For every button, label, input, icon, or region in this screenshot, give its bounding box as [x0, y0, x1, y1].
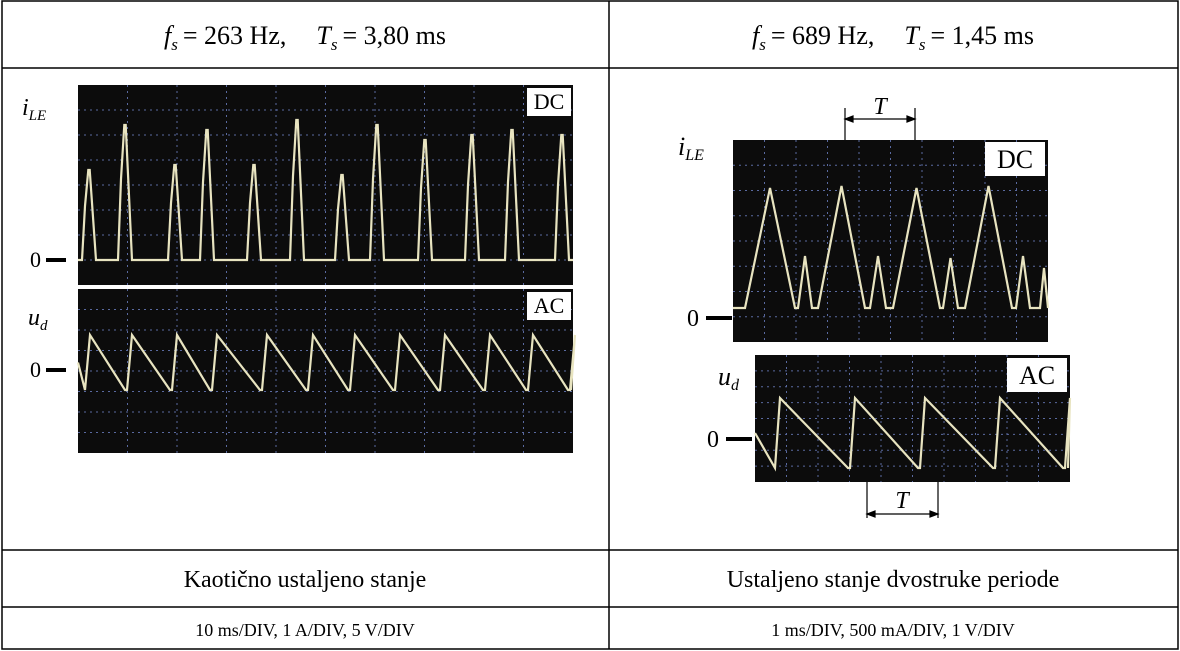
axis-label: ud: [28, 305, 48, 334]
axis-label: iLE: [678, 132, 704, 164]
label-box: [985, 142, 1045, 176]
coupling-label: DC: [997, 145, 1033, 174]
zero-label: 0: [707, 427, 719, 453]
state-label: Kaotično ustaljeno stanje: [184, 567, 427, 593]
zero-label: 0: [687, 306, 699, 332]
value: = 263 Hz,: [183, 21, 286, 50]
zero-marker: [46, 258, 66, 262]
label-box: [527, 88, 571, 116]
symbol: f: [164, 21, 175, 50]
scale-label: 1 ms/DIV, 500 mA/DIV, 1 V/DIV: [771, 620, 1015, 640]
zero-marker: [706, 316, 732, 320]
coupling-label: AC: [1019, 361, 1055, 390]
symbol: T: [904, 21, 920, 50]
header-cell: fs = 263 Hz, Ts = 3,80 ms: [164, 21, 446, 54]
coupling-label: AC: [534, 293, 565, 318]
header-cell: fs = 689 Hz, Ts = 1,45 ms: [752, 21, 1034, 54]
zero-label: 0: [30, 357, 41, 382]
zero-marker: [726, 437, 752, 441]
scale-label: 10 ms/DIV, 1 A/DIV, 5 V/DIV: [195, 620, 415, 640]
symbol: u: [718, 362, 731, 391]
subscript: LE: [684, 147, 704, 164]
symbol: f: [752, 21, 763, 50]
value: = 3,80 ms: [342, 21, 446, 50]
symbol: i: [22, 95, 29, 121]
symbol: u: [28, 305, 40, 331]
coupling-label: DC: [534, 89, 565, 114]
symbol: T: [316, 21, 332, 50]
subscript: LE: [28, 108, 47, 124]
trace: [78, 118, 573, 262]
period-label: T: [873, 94, 888, 120]
subscript: s: [331, 35, 338, 54]
symbol: i: [678, 132, 685, 161]
label-box: [1007, 358, 1067, 392]
label-box: [527, 292, 571, 320]
subscript: d: [40, 318, 48, 334]
subscript: d: [731, 377, 740, 394]
period-marker: [843, 108, 940, 518]
axis-label: ud: [718, 362, 740, 394]
value: = 1,45 ms: [930, 21, 1034, 50]
state-label: Ustaljeno stanje dvostruke periode: [727, 567, 1060, 593]
zero-label: 0: [30, 247, 41, 272]
trace: [733, 185, 1050, 310]
period-label: T: [895, 488, 910, 514]
subscript: s: [759, 35, 766, 54]
subscript: s: [919, 35, 926, 54]
trace: [754, 395, 1072, 472]
zero-marker: [46, 368, 66, 372]
subscript: s: [171, 35, 178, 54]
value: = 689 Hz,: [771, 21, 874, 50]
trace: [76, 331, 577, 392]
axis-label: iLE: [22, 95, 46, 124]
